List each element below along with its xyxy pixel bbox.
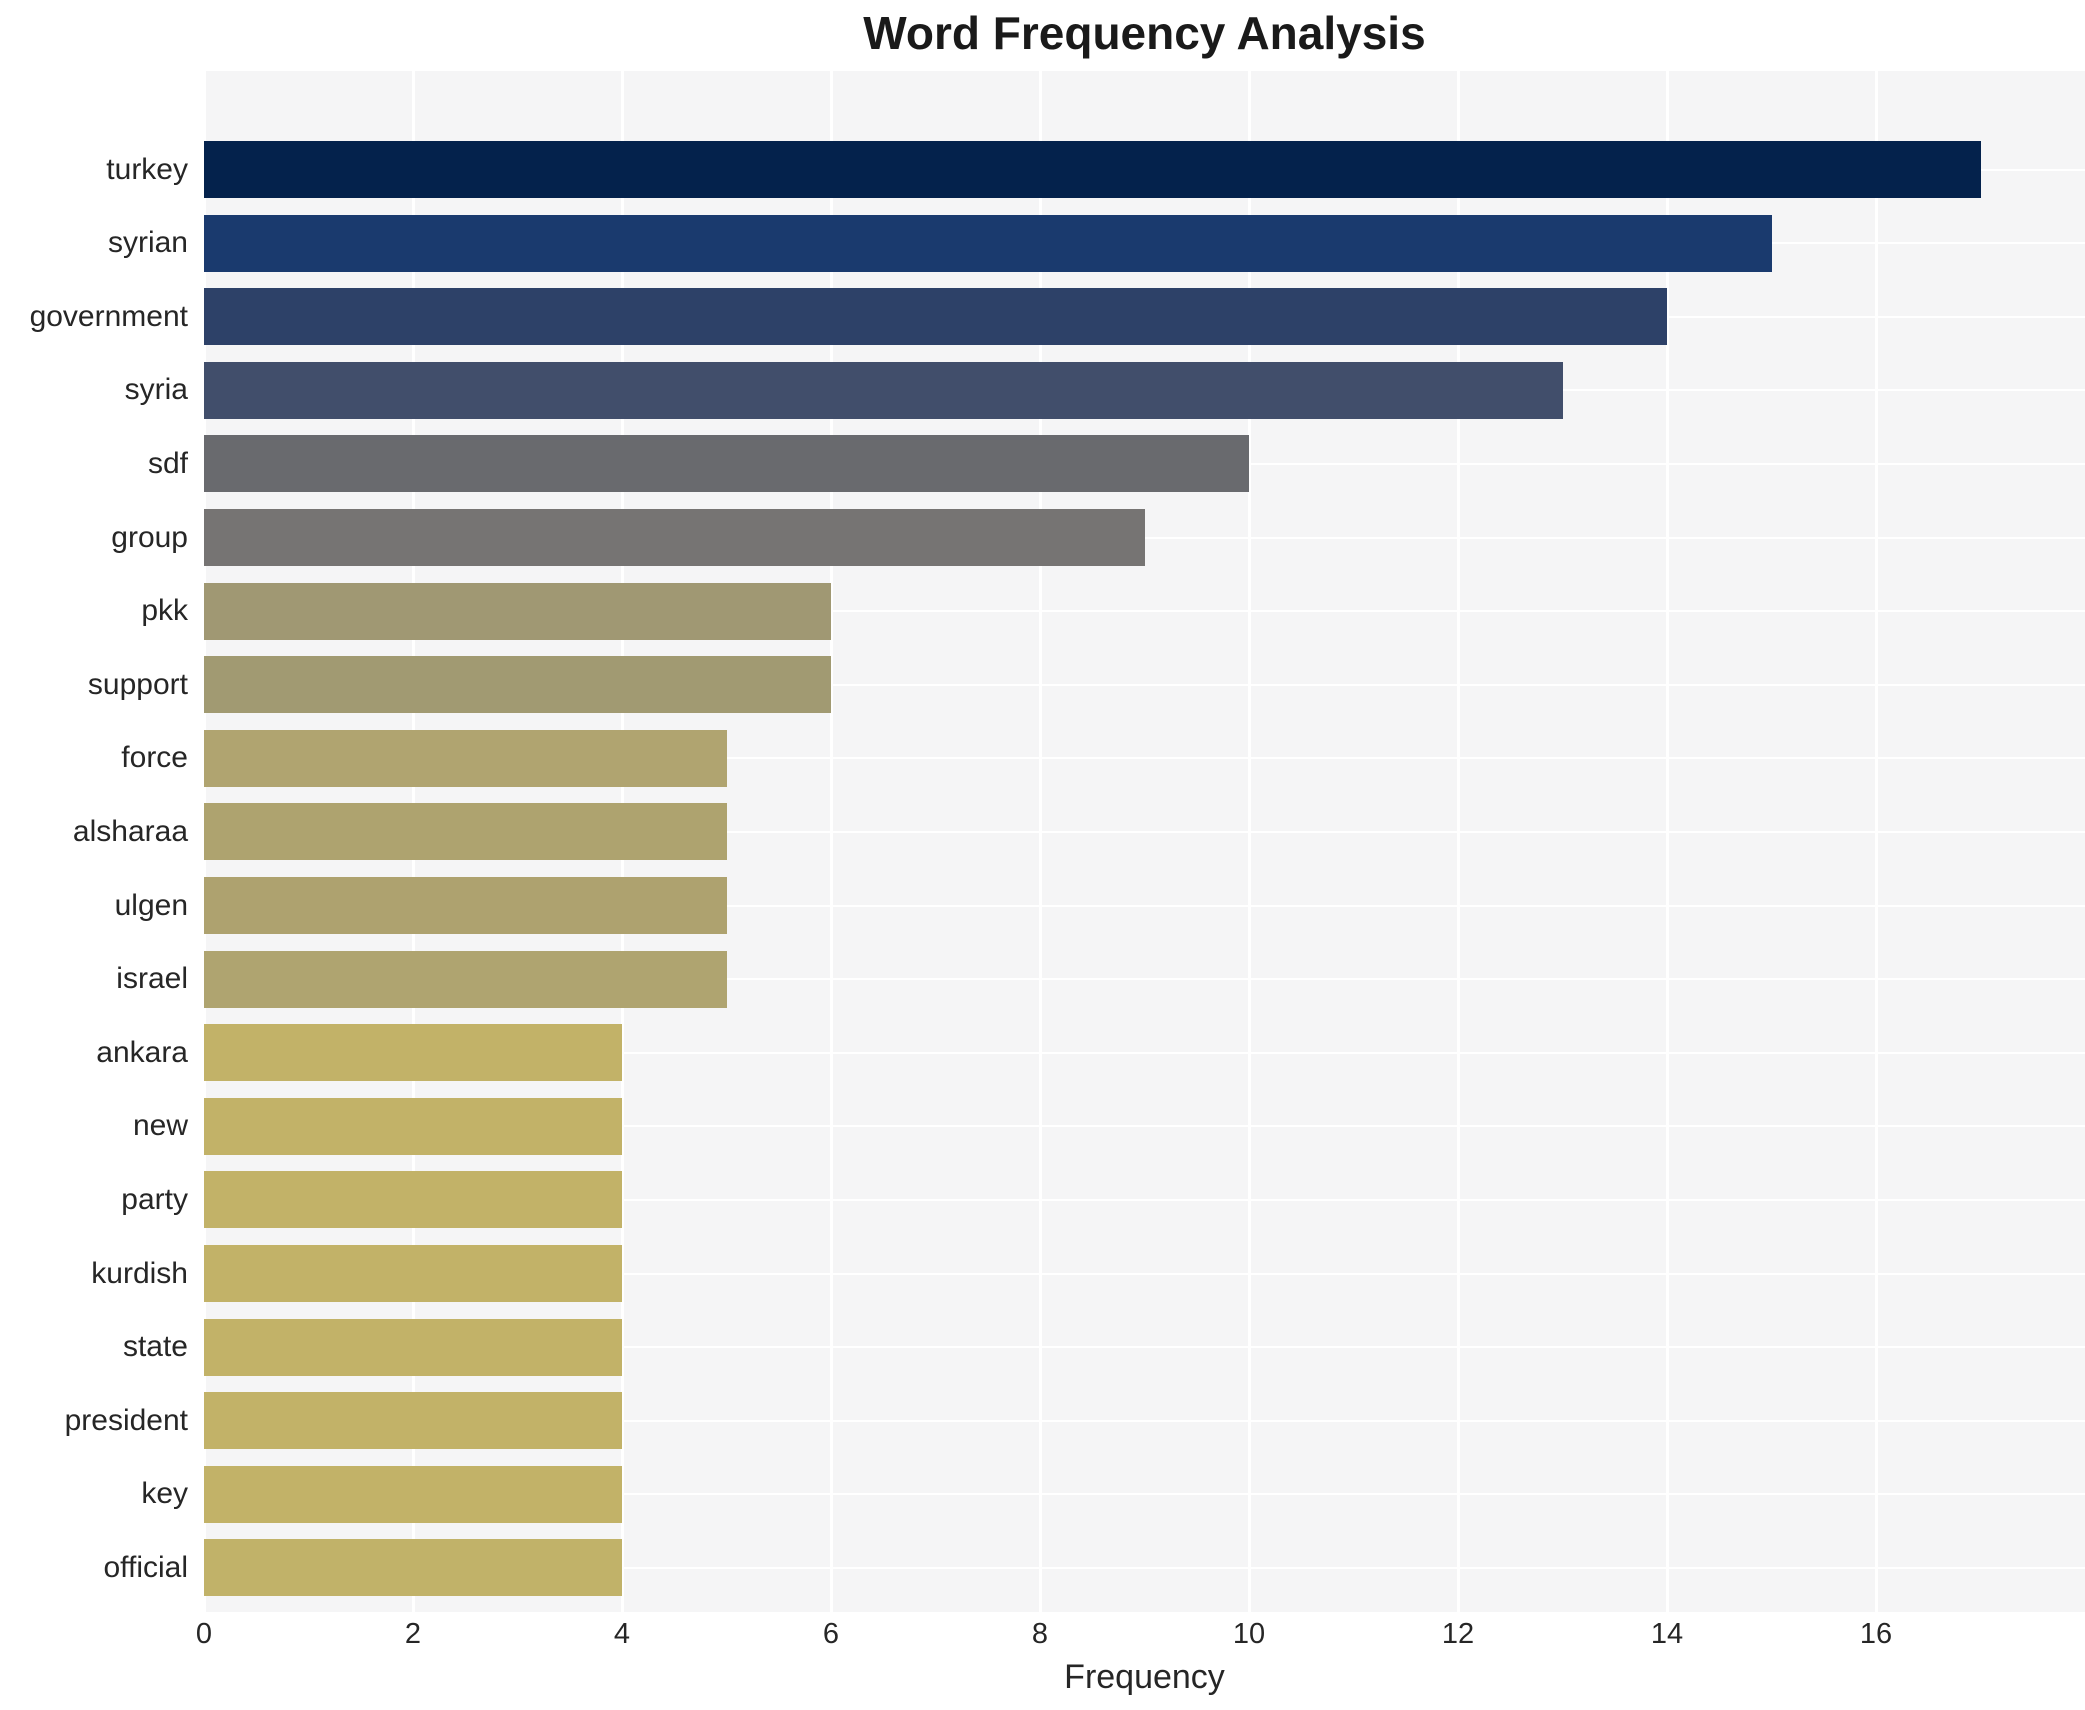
- horizontal-gridline: [204, 978, 2085, 981]
- horizontal-gridline: [204, 757, 2085, 760]
- y-tick-label-president: president: [64, 1403, 188, 1437]
- x-tick-label-6: 6: [822, 1618, 840, 1650]
- vertical-gridline: [1665, 71, 1669, 1612]
- y-tick-label-force: force: [121, 741, 188, 775]
- bar-kurdish: [204, 1245, 622, 1302]
- y-tick-label-alsharaa: alsharaa: [72, 814, 188, 848]
- horizontal-gridline: [204, 1566, 2085, 1569]
- horizontal-gridline: [204, 904, 2085, 907]
- y-tick-label-turkey: turkey: [106, 152, 188, 186]
- horizontal-gridline: [204, 1272, 2085, 1275]
- vertical-gridline: [1874, 71, 1878, 1612]
- bar-syria: [204, 361, 1563, 419]
- y-tick-label-support: support: [87, 667, 188, 701]
- vertical-gridline: [1456, 71, 1460, 1612]
- x-tick-label-2: 2: [404, 1618, 422, 1650]
- horizontal-gridline: [204, 1419, 2085, 1422]
- bar-pkk: [204, 582, 831, 640]
- plot-area: [202, 71, 2085, 1612]
- y-tick-label-group: group: [111, 520, 188, 554]
- bar-ankara: [204, 1024, 622, 1082]
- x-tick-label-14: 14: [1650, 1618, 1684, 1650]
- x-tick-label-12: 12: [1441, 1618, 1475, 1650]
- y-tick-label-key: key: [141, 1477, 188, 1511]
- horizontal-gridline: [204, 536, 2085, 539]
- x-tick-label-16: 16: [1859, 1618, 1893, 1650]
- y-tick-label-kurdish: kurdish: [91, 1256, 188, 1290]
- y-tick-label-pkk: pkk: [141, 594, 188, 628]
- bar-new: [204, 1097, 622, 1155]
- x-axis-label: Frequency: [1064, 1658, 1225, 1696]
- horizontal-gridline: [204, 1346, 2085, 1349]
- y-tick-label-official: official: [103, 1550, 189, 1584]
- bar-group: [204, 509, 1145, 566]
- bar-key: [204, 1465, 622, 1523]
- horizontal-gridline: [204, 683, 2085, 686]
- bar-state: [204, 1318, 622, 1376]
- horizontal-gridline: [204, 1125, 2085, 1128]
- bar-president: [204, 1392, 622, 1450]
- vertical-gridline: [1038, 71, 1042, 1612]
- bar-support: [204, 656, 831, 714]
- horizontal-gridline: [204, 1051, 2085, 1054]
- horizontal-gridline: [204, 610, 2085, 613]
- bar-ulgen: [204, 877, 727, 934]
- horizontal-gridline: [204, 830, 2085, 833]
- bar-turkey: [204, 141, 1981, 198]
- bar-force: [204, 729, 727, 787]
- chart-title: Word Frequency Analysis: [863, 7, 1426, 59]
- bar-sdf: [204, 435, 1249, 493]
- y-tick-label-israel: israel: [116, 962, 188, 996]
- x-tick-label-4: 4: [613, 1618, 631, 1650]
- y-tick-label-party: party: [121, 1182, 188, 1216]
- bar-syrian: [204, 214, 1772, 272]
- bar-israel: [204, 950, 727, 1008]
- y-tick-label-syria: syria: [124, 373, 188, 407]
- y-tick-label-state: state: [122, 1330, 188, 1364]
- horizontal-gridline: [204, 1198, 2085, 1201]
- vertical-gridline: [1247, 71, 1251, 1612]
- bar-government: [204, 288, 1667, 346]
- bar-party: [204, 1171, 622, 1229]
- vertical-gridline: [829, 71, 833, 1612]
- x-tick-label-8: 8: [1031, 1618, 1049, 1650]
- x-tick-label-0: 0: [195, 1618, 213, 1650]
- y-tick-label-government: government: [29, 299, 188, 333]
- bar-alsharaa: [204, 803, 727, 861]
- y-tick-label-ulgen: ulgen: [114, 888, 188, 922]
- y-tick-label-new: new: [132, 1109, 188, 1143]
- y-tick-label-ankara: ankara: [96, 1035, 188, 1069]
- horizontal-gridline: [204, 1493, 2085, 1496]
- y-tick-label-sdf: sdf: [147, 446, 188, 480]
- x-tick-label-10: 10: [1232, 1618, 1266, 1650]
- bar-official: [204, 1539, 622, 1597]
- y-tick-label-syrian: syrian: [107, 226, 188, 260]
